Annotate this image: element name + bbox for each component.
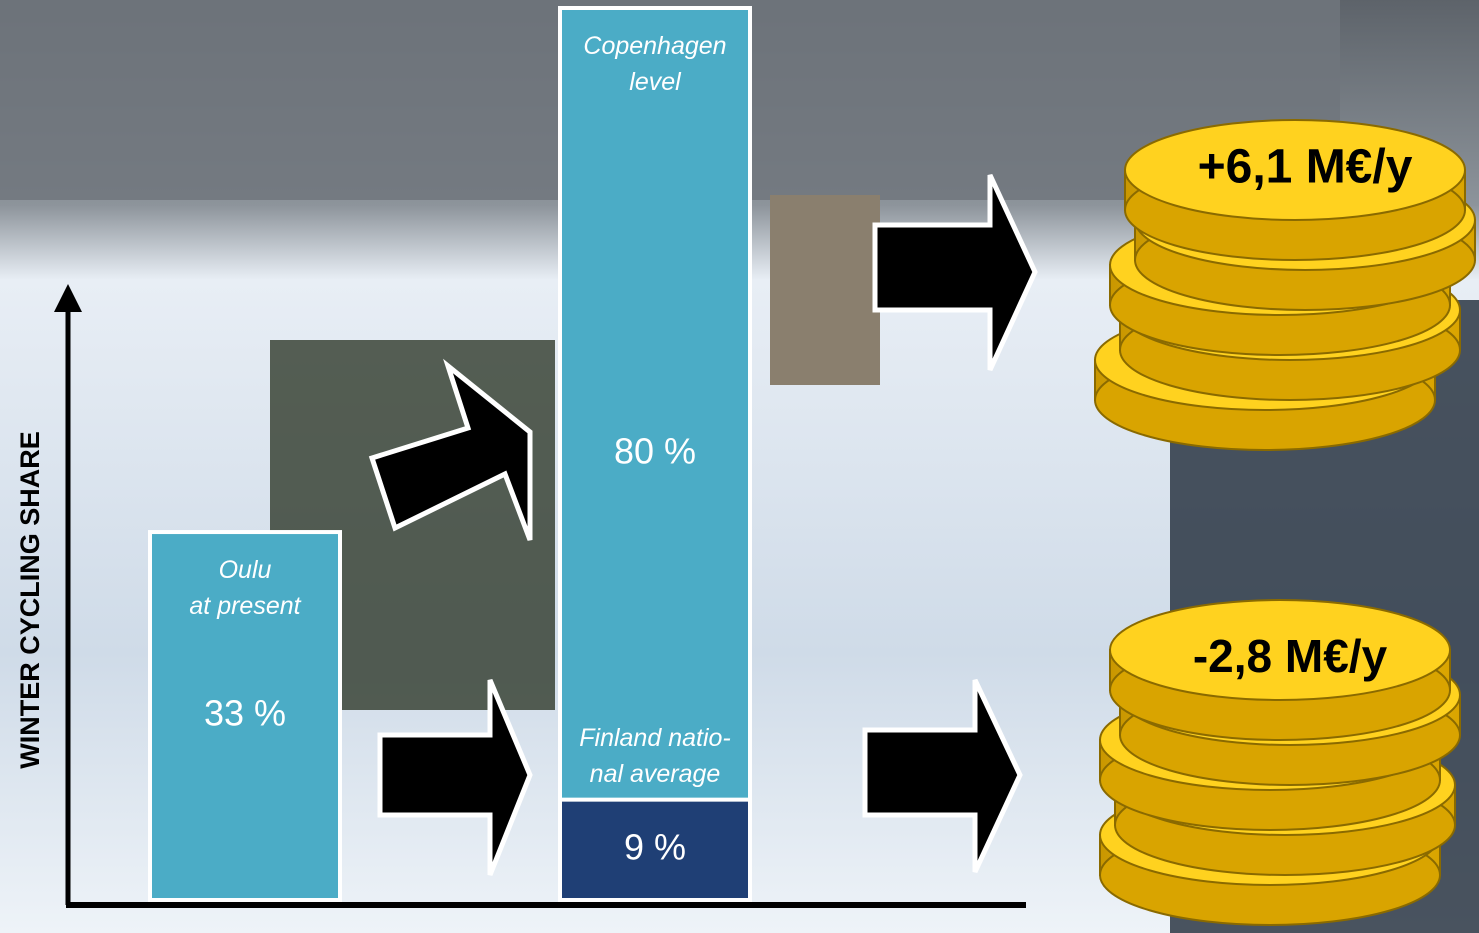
pillar (770, 195, 880, 385)
coin-top (1124, 119, 1466, 221)
arrow (872, 173, 1038, 372)
category-label: Finland natio- nal average (579, 723, 731, 788)
bar (558, 6, 752, 902)
category-label-box: Finland natio- nal average (579, 723, 731, 788)
annotation: -2,8 M€/y (1193, 630, 1388, 682)
coin-top (1109, 599, 1451, 701)
category-label: Oulu at present (189, 556, 301, 621)
value-label: 33 % (204, 693, 286, 734)
category-label-box: Copenhagen level (583, 32, 727, 96)
annotation: +6,1 M€/y (1198, 141, 1413, 194)
category-label: Copenhagen level (583, 32, 727, 96)
arrow (862, 678, 1023, 874)
arrow (368, 358, 533, 541)
category-label-box: Oulu at present (189, 556, 301, 621)
bar (558, 797, 752, 903)
arrows (368, 173, 1038, 876)
value-label: 9 % (624, 826, 686, 867)
y-axis-label: WINTER CYCLING SHARE (15, 431, 45, 769)
y-axis-arrow (54, 284, 82, 312)
coin-stacks (1094, 119, 1476, 926)
value-label: 80 % (614, 431, 696, 472)
bar (148, 530, 342, 902)
arrow (377, 679, 533, 876)
